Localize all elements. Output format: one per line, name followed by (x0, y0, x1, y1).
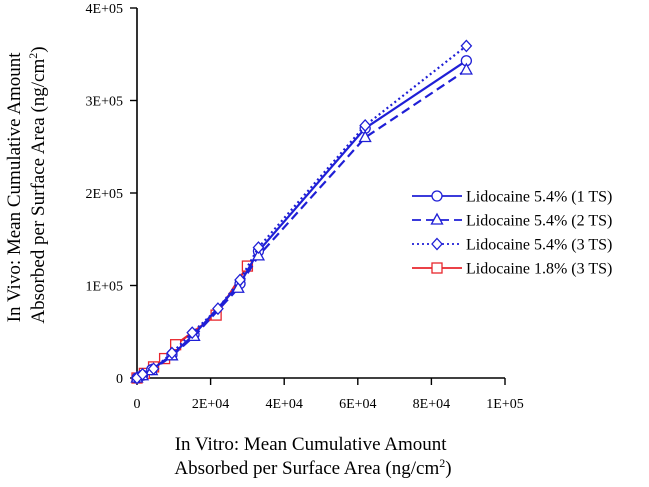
y-axis-title-close: ) (28, 46, 49, 52)
y-tick-label: 0 (116, 372, 123, 387)
x-axis-title-line2: Absorbed per Surface Area (ng/cm2) (174, 456, 451, 479)
y-axis-title-line2-text: Absorbed per Surface Area (ng/cm (28, 59, 49, 324)
legend-marker-diamond (432, 239, 442, 250)
legend: Lidocaine 5.4% (1 TS) Lidocaine 5.4% (2 T… (412, 189, 612, 278)
legend-label: Lidocaine 5.4% (1 TS) (466, 189, 612, 206)
x-axis-title-line2-text: Absorbed per Surface Area (ng/cm (174, 458, 439, 479)
legend-marker-square (432, 263, 442, 273)
legend-item: Lidocaine 5.4% (1 TS) (412, 189, 612, 206)
series-triangle (132, 64, 472, 382)
y-tick-label: 1E+05 (86, 280, 123, 295)
legend-item: Lidocaine 5.4% (2 TS) (412, 213, 612, 230)
x-tick-label: 1E+05 (486, 397, 523, 412)
series-line (137, 70, 466, 378)
x-axis-ticks: 0 2E+04 4E+04 6E+04 8E+04 1E+05 (134, 378, 524, 412)
legend-label: Lidocaine 5.4% (3 TS) (466, 237, 612, 254)
x-axis-title-close: ) (445, 458, 451, 479)
legend-item: Lidocaine 5.4% (3 TS) (412, 237, 612, 254)
x-tick-label: 8E+04 (413, 397, 450, 412)
legend-marker-triangle (432, 214, 443, 224)
x-axis-title: In Vitro: Mean Cumulative Amount Absorbe… (174, 434, 451, 479)
legend-label: Lidocaine 1.8% (3 TS) (466, 261, 612, 278)
series-line (137, 46, 466, 378)
plot-series (132, 40, 472, 383)
x-tick-label: 4E+04 (265, 397, 302, 412)
y-axis-title-line2: Absorbed per Surface Area (ng/cm2) (26, 46, 49, 323)
x-tick-label: 6E+04 (339, 397, 376, 412)
legend-label: Lidocaine 5.4% (2 TS) (466, 213, 612, 230)
y-axis-title: In Vivo: Mean Cumulative Amount Absorbed… (4, 46, 49, 323)
x-tick-label: 2E+04 (192, 397, 229, 412)
axes (137, 8, 505, 378)
legend-marker-circle (432, 191, 442, 201)
x-axis-title-line1: In Vitro: Mean Cumulative Amount (175, 434, 448, 455)
series-line (137, 266, 247, 378)
y-tick-label: 2E+05 (86, 187, 123, 202)
y-axis-title-line1: In Vivo: Mean Cumulative Amount (4, 52, 25, 322)
y-tick-label: 4E+05 (86, 2, 123, 17)
y-axis-ticks: 0 1E+05 2E+05 3E+05 4E+05 (86, 2, 137, 387)
legend-item: Lidocaine 1.8% (3 TS) (412, 261, 612, 278)
data-point-triangle (461, 64, 472, 74)
y-tick-label: 3E+05 (86, 95, 123, 110)
x-tick-label: 0 (134, 397, 141, 412)
